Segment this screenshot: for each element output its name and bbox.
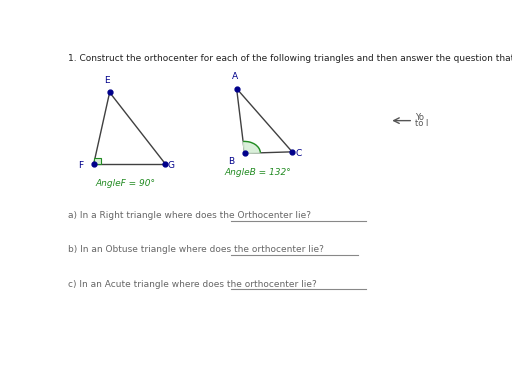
- Text: c) In an Acute triangle where does the orthocenter lie?: c) In an Acute triangle where does the o…: [68, 279, 317, 289]
- Text: AngleF = 90°: AngleF = 90°: [96, 179, 156, 188]
- FancyBboxPatch shape: [94, 158, 101, 164]
- Text: A: A: [232, 73, 239, 81]
- Text: a) In a Right triangle where does the Orthocenter lie?: a) In a Right triangle where does the Or…: [68, 211, 311, 220]
- Polygon shape: [243, 141, 261, 153]
- Text: C: C: [296, 149, 302, 158]
- Text: F: F: [78, 161, 83, 170]
- Text: Yo: Yo: [415, 113, 424, 122]
- Text: to l: to l: [415, 119, 429, 128]
- Text: b) In an Obtuse triangle where does the orthocenter lie?: b) In an Obtuse triangle where does the …: [68, 245, 324, 254]
- Text: 1. Construct the orthocenter for each of the following triangles and then answer: 1. Construct the orthocenter for each of…: [68, 54, 512, 63]
- Text: B: B: [228, 157, 234, 166]
- Text: E: E: [104, 76, 110, 85]
- Text: G: G: [168, 161, 175, 170]
- Text: AngleB = 132°: AngleB = 132°: [224, 168, 291, 177]
